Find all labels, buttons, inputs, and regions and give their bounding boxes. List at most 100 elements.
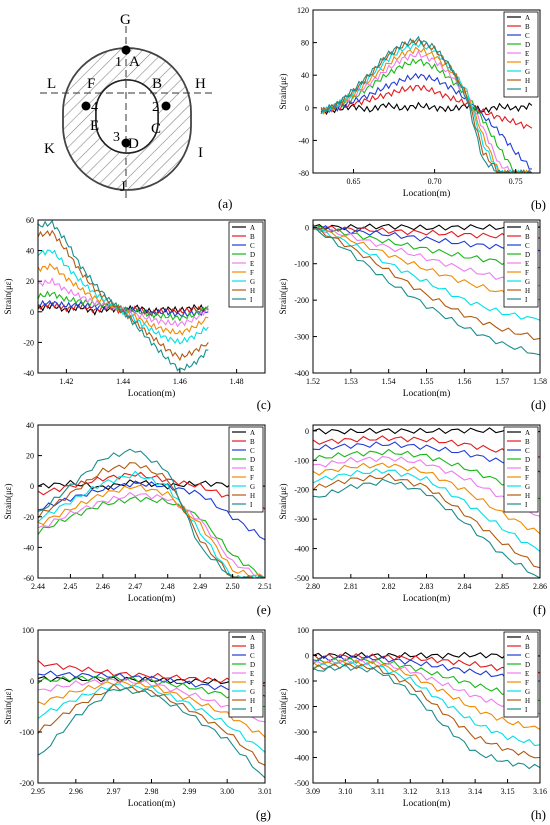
x-axis-label: Location(m) — [128, 593, 175, 604]
series-line-C — [38, 670, 265, 697]
series-line-E — [313, 225, 540, 287]
gauge-point-4 — [81, 101, 91, 111]
legend-box — [503, 426, 539, 513]
x-tick-label: 2.81 — [344, 582, 358, 591]
strain-chart-b: 0.65 0.70 0.75 -80 -40 0 40 80 120 Location(m) Str… — [278, 6, 546, 212]
x-tick-label: 1.54 — [382, 377, 396, 386]
legend-entry-G: G — [250, 483, 255, 491]
legend-entry-A: A — [250, 224, 255, 232]
gauge-point-1 — [121, 45, 131, 55]
legend-entry-A: A — [525, 14, 530, 22]
label-3: 3 — [113, 130, 120, 145]
legend-entry-I: I — [525, 706, 528, 714]
legend-entry-I: I — [525, 86, 528, 94]
label-E: E — [90, 118, 99, 134]
x-axis-label: Location(m) — [403, 188, 450, 199]
legend-entry-H: H — [525, 492, 530, 500]
series-line-G — [313, 660, 540, 747]
series-line-F — [38, 680, 265, 738]
x-tick-label: 0.75 — [509, 177, 523, 186]
x-tick-label: 2.51 — [258, 582, 272, 591]
y-tick-label: 40 — [26, 247, 34, 256]
x-tick-label: 3.11 — [371, 787, 385, 796]
y-tick-label: -60 — [23, 574, 34, 583]
x-tick-label: 2.85 — [495, 582, 509, 591]
series-line-H — [38, 683, 265, 766]
x-tick-label: 3.14 — [468, 787, 482, 796]
series-line-H — [313, 227, 540, 341]
y-tick-label: -500 — [294, 574, 309, 583]
legend-entry-C: C — [250, 242, 255, 250]
x-tick-label: 1.56 — [457, 377, 471, 386]
legend-entry-E: E — [525, 50, 529, 58]
x-tick-label: 2.50 — [226, 582, 240, 591]
panel-label-h: (h) — [531, 807, 546, 822]
series-line-C — [313, 655, 540, 683]
y-tick-label: 0 — [305, 104, 309, 113]
x-tick-label: 2.97 — [107, 787, 121, 796]
legend-entry-G: G — [250, 278, 255, 286]
y-tick-label: -20 — [23, 513, 34, 522]
y-tick-label: 100 — [22, 626, 34, 635]
series-line-H — [313, 663, 540, 759]
x-tick-label: 2.83 — [420, 582, 434, 591]
y-tick-label: 0 — [305, 427, 309, 436]
y-tick-label: 40 — [26, 421, 34, 430]
y-axis-label: Strain(με) — [3, 278, 13, 314]
legend-entry-H: H — [525, 697, 530, 705]
plot-frame — [37, 424, 266, 579]
legend-entry-H: H — [525, 287, 530, 295]
y-tick-label: 0 — [30, 308, 34, 317]
plot-frame — [312, 9, 541, 174]
legend-entry-C: C — [525, 652, 530, 660]
label-4: 4 — [91, 100, 98, 115]
legend-entry-I: I — [525, 501, 528, 509]
y-tick-label: -100 — [294, 456, 309, 465]
x-tick-label: 3.16 — [533, 787, 547, 796]
label-2: 2 — [152, 100, 159, 115]
y-axis-label: Strain(με) — [278, 483, 288, 519]
x-tick-label: 2.49 — [193, 582, 207, 591]
legend-entry-D: D — [525, 251, 530, 259]
legend-entry-A: A — [250, 429, 255, 437]
x-tick-label: 3.01 — [258, 787, 272, 796]
x-tick-label: 2.95 — [31, 787, 45, 796]
y-tick-label: -200 — [294, 296, 309, 305]
x-tick-label: 2.98 — [145, 787, 159, 796]
x-tick-label: 3.12 — [403, 787, 417, 796]
legend-entry-B: B — [250, 438, 255, 446]
series-line-B — [313, 224, 540, 241]
legend-entry-I: I — [250, 706, 253, 714]
x-axis-label: Location(m) — [128, 798, 175, 809]
y-tick-label: -500 — [294, 779, 309, 788]
gauge-point-2 — [161, 101, 171, 111]
series-line-D — [38, 496, 265, 578]
series-line-F — [313, 224, 540, 301]
x-tick-label: 2.44 — [31, 582, 45, 591]
series-line-I — [38, 220, 209, 372]
series-line-I — [320, 35, 533, 173]
legend-entry-E: E — [525, 670, 529, 678]
series-line-A — [313, 223, 540, 231]
y-tick-label: 20 — [26, 277, 34, 286]
series-line-I — [313, 478, 540, 578]
series-line-B — [38, 659, 265, 688]
series-line-A — [38, 479, 265, 491]
legend-entry-B: B — [525, 643, 530, 651]
legend-box — [228, 631, 264, 718]
legend-entry-F: F — [525, 269, 529, 277]
x-tick-label: 2.99 — [182, 787, 196, 796]
series-line-H — [320, 38, 533, 173]
y-tick-label: -400 — [294, 545, 309, 554]
legend-entry-D: D — [525, 41, 530, 49]
series-line-F — [313, 659, 540, 730]
strain-chart-d: 1.52 1.53 1.54 1.55 1.56 1.57 1.58 -400 -300 -200… — [278, 219, 547, 412]
strain-chart-e: 2.44 2.45 2.46 2.47 2.48 2.49 2.50 2.51 -60 -40 -2… — [3, 421, 272, 617]
strain-chart-h: 3.09 3.10 3.11 3.12 3.13 3.14 3.15 3.16 -500 -400… — [278, 626, 547, 822]
legend-entry-F: F — [250, 269, 254, 277]
x-axis-label: Location(m) — [128, 388, 175, 399]
x-tick-label: 2.46 — [96, 582, 110, 591]
series-line-F — [38, 484, 265, 578]
y-tick-label: -200 — [19, 779, 34, 788]
series-line-A — [313, 427, 540, 435]
